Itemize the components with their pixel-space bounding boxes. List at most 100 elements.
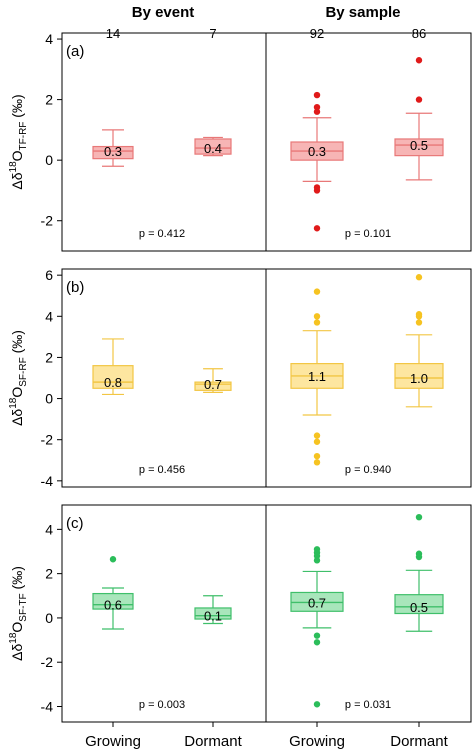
- box-value-label: 0.5: [410, 600, 428, 615]
- outlier-point: [313, 701, 321, 708]
- box-group: 0.3: [92, 129, 134, 167]
- y-tick-label: 6: [45, 267, 53, 283]
- box-value-label: 0.1: [204, 609, 222, 624]
- outlier-point: [415, 57, 423, 64]
- panel-label: (a): [66, 43, 84, 60]
- y-axis-label-sup: 18: [8, 397, 19, 409]
- outlier-point: [415, 513, 423, 521]
- outlier-point: [313, 319, 321, 326]
- box-group: 0.6: [92, 556, 134, 630]
- outlier-point: [415, 553, 423, 561]
- box-value-label: 0.6: [104, 598, 122, 613]
- box-group: 1.1: [290, 288, 344, 466]
- outlier-point: [313, 225, 321, 232]
- box-group: 0.7: [290, 546, 344, 708]
- y-tick-label: -2: [41, 213, 54, 229]
- outlier-point: [313, 459, 321, 466]
- y-tick-label: 0: [45, 610, 53, 626]
- outlier-point: [313, 108, 321, 115]
- outlier-point: [415, 319, 423, 326]
- panel-label: (b): [66, 279, 84, 296]
- box: [394, 138, 444, 157]
- y-axis-label-o: O: [9, 622, 25, 633]
- outlier-point: [313, 187, 321, 194]
- box-group: 0.5: [394, 513, 444, 632]
- outlier-point: [313, 313, 321, 320]
- outlier-point: [313, 288, 321, 295]
- x-tick-label: Dormant: [184, 733, 242, 750]
- outlier-point: [313, 639, 321, 646]
- header-by-sample: By sample: [325, 4, 400, 21]
- box-value-label: 0.3: [104, 144, 122, 159]
- y-tick-label: -4: [41, 699, 54, 715]
- p-value-right: p = 0.940: [345, 464, 391, 476]
- y-axis-label-o: O: [9, 150, 25, 161]
- box: [394, 594, 444, 615]
- y-tick-label: 4: [45, 308, 53, 324]
- box-value-label: 0.3: [308, 144, 326, 159]
- box: [194, 138, 232, 155]
- y-axis-label-delta: Δδ: [9, 172, 25, 189]
- p-value-left: p = 0.456: [139, 464, 185, 476]
- y-axis-label-delta: Δδ: [9, 644, 25, 661]
- outlier-point: [415, 274, 423, 281]
- panel-b: -4 -2 0 2 4 6 (b) Δδ18OSF-RF (‰) 0.8 0.7 1.1 1.0 p =…: [8, 267, 472, 489]
- box-group: 0.8: [92, 338, 134, 396]
- y-axis-label-sub: SF-RF: [18, 357, 29, 386]
- box: [394, 363, 444, 389]
- box-value-label: 0.8: [104, 375, 122, 390]
- box-value-label: 1.0: [410, 371, 428, 386]
- y-axis-label-delta: Δδ: [9, 409, 25, 426]
- outlier-point: [313, 557, 321, 564]
- y-axis-label: Δδ18OSF-RF (‰): [8, 330, 29, 426]
- outlier-point: [313, 452, 321, 460]
- y-tick-label: 2: [45, 349, 53, 365]
- y-tick-label: 0: [45, 152, 53, 168]
- y-axis-label-unit: (‰): [9, 330, 25, 357]
- outlier-point: [313, 438, 321, 445]
- y-axis-label: Δδ18OSF-TF (‰): [8, 566, 29, 661]
- y-axis-label: Δδ18OTF-RF (‰): [8, 94, 29, 189]
- outlier-point: [415, 313, 423, 320]
- outlier-point: [313, 632, 321, 639]
- y-tick-label: 0: [45, 391, 53, 407]
- box-value-label: 0.5: [410, 138, 428, 153]
- p-value-left: p = 0.003: [139, 699, 185, 711]
- header-by-event: By event: [132, 4, 195, 21]
- outlier-point: [313, 91, 321, 99]
- outlier-point: [313, 432, 321, 439]
- y-axis-label-sup: 18: [8, 161, 19, 173]
- y-tick-label: 2: [45, 566, 53, 582]
- p-value-right: p = 0.101: [345, 228, 391, 240]
- box-group: 0.5: [394, 57, 444, 181]
- panel-c: -4 -2 0 2 4 (c) Δδ18OSF-TF (‰) 0.6 0.1 0.7 0.5 p = …: [8, 504, 472, 723]
- box-value-label: 0.7: [308, 595, 326, 610]
- y-axis-label-sup: 18: [8, 632, 19, 644]
- outlier-point: [313, 103, 321, 111]
- box-group: 0.7: [194, 368, 232, 393]
- panel-label: (c): [66, 515, 84, 532]
- y-axis-label-sub: SF-TF: [18, 593, 29, 621]
- y-axis-label-o: O: [9, 387, 25, 398]
- x-tick-label: Growing: [85, 733, 141, 750]
- y-tick-label: -2: [41, 654, 54, 670]
- box-value-label: 1.1: [308, 369, 326, 384]
- box-group: 1.0: [394, 274, 444, 408]
- y-tick-label: 4: [45, 521, 53, 537]
- p-value-right: p = 0.031: [345, 699, 391, 711]
- y-axis-label-unit: (‰): [9, 566, 25, 593]
- box: [194, 381, 232, 391]
- panel-a: -2 0 2 4 (a) Δδ18OTF-RF (‰) 0.3 0.4 0.3 0.5 p = 0.…: [8, 31, 472, 252]
- box-group: 0.4: [194, 136, 232, 157]
- box-group: 0.1: [194, 595, 232, 625]
- y-tick-label: 2: [45, 92, 53, 108]
- box: [194, 607, 232, 620]
- y-tick-label: -2: [41, 432, 54, 448]
- y-axis-label-unit: (‰): [9, 94, 25, 121]
- x-tick-label: Growing: [289, 733, 345, 750]
- box-group: 0.3: [290, 91, 344, 232]
- box-value-label: 0.7: [204, 377, 222, 392]
- p-value-left: p = 0.412: [139, 228, 185, 240]
